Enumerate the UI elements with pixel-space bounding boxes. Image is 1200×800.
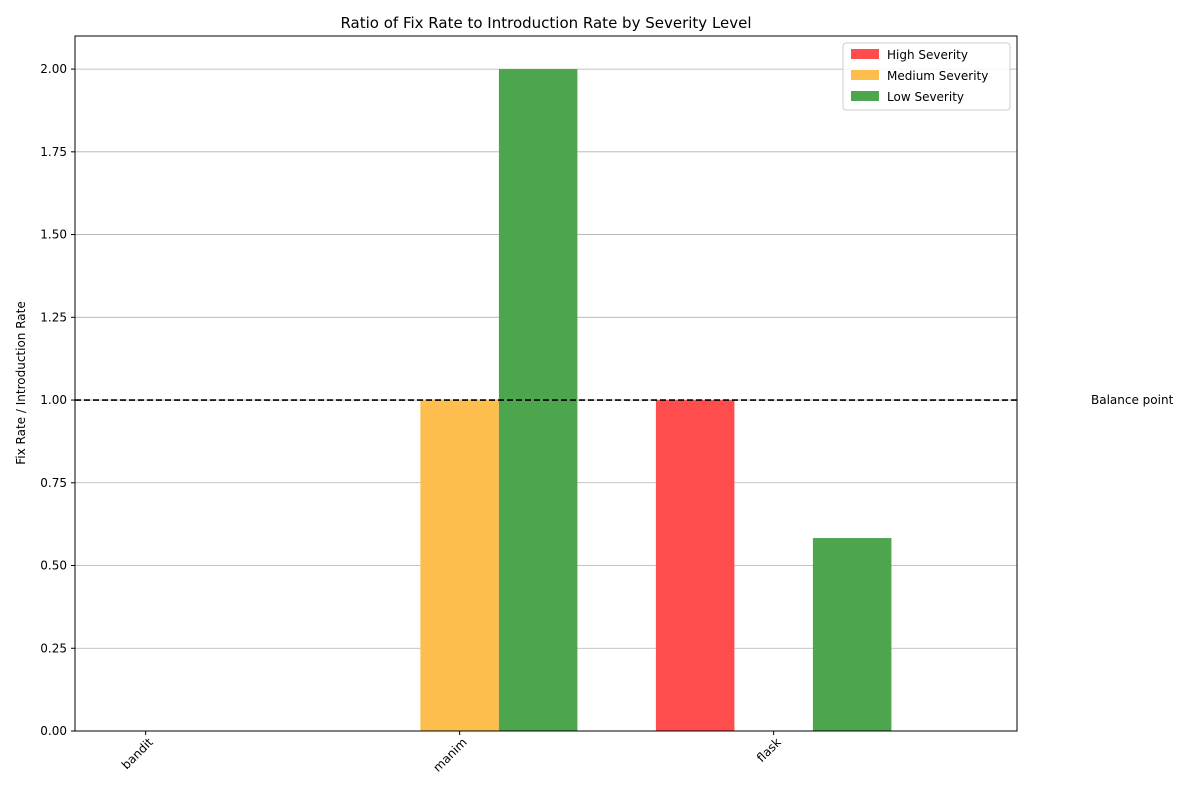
y-tick-label: 1.50 [40, 228, 67, 242]
y-axis: 0.00 0.25 0.50 0.75 1.00 1.25 1.50 1.75 2.00 [40, 62, 75, 738]
reference-line-group: Balance point [75, 393, 1174, 407]
reference-line-label: Balance point [1091, 393, 1174, 407]
x-tick-label: manim [430, 735, 469, 774]
x-tick-label: flask [754, 735, 784, 765]
bar-low-severity [812, 538, 892, 731]
y-tick-label: 2.00 [40, 62, 67, 76]
y-tick-label: 1.75 [40, 145, 67, 159]
plot-frame [74, 35, 1018, 732]
legend-label: Medium Severity [887, 69, 988, 83]
y-tick-label: 0.50 [40, 559, 67, 573]
x-axis: bandit manim flask [119, 731, 784, 775]
bar-medium-severity [420, 400, 499, 731]
bar-high-severity [655, 400, 735, 731]
y-tick-label: 0.00 [40, 724, 67, 738]
chart-title: Ratio of Fix Rate to Introduction Rate b… [340, 14, 751, 32]
legend-label: Low Severity [887, 90, 964, 104]
legend-swatch [851, 70, 879, 80]
y-tick-label: 1.00 [40, 393, 67, 407]
x-tick-label: bandit [119, 735, 156, 772]
legend-label: High Severity [887, 48, 968, 62]
y-tick-label: 0.75 [40, 476, 67, 490]
y-tick-label: 0.25 [40, 641, 67, 655]
y-axis-label: Fix Rate / Introduction Rate [14, 301, 28, 464]
legend-swatch [851, 91, 879, 101]
y-tick-label: 1.25 [40, 310, 67, 324]
legend: High Severity Medium Severity Low Severity [842, 42, 1011, 111]
legend-box [842, 42, 1011, 111]
legend-swatch [851, 49, 879, 59]
